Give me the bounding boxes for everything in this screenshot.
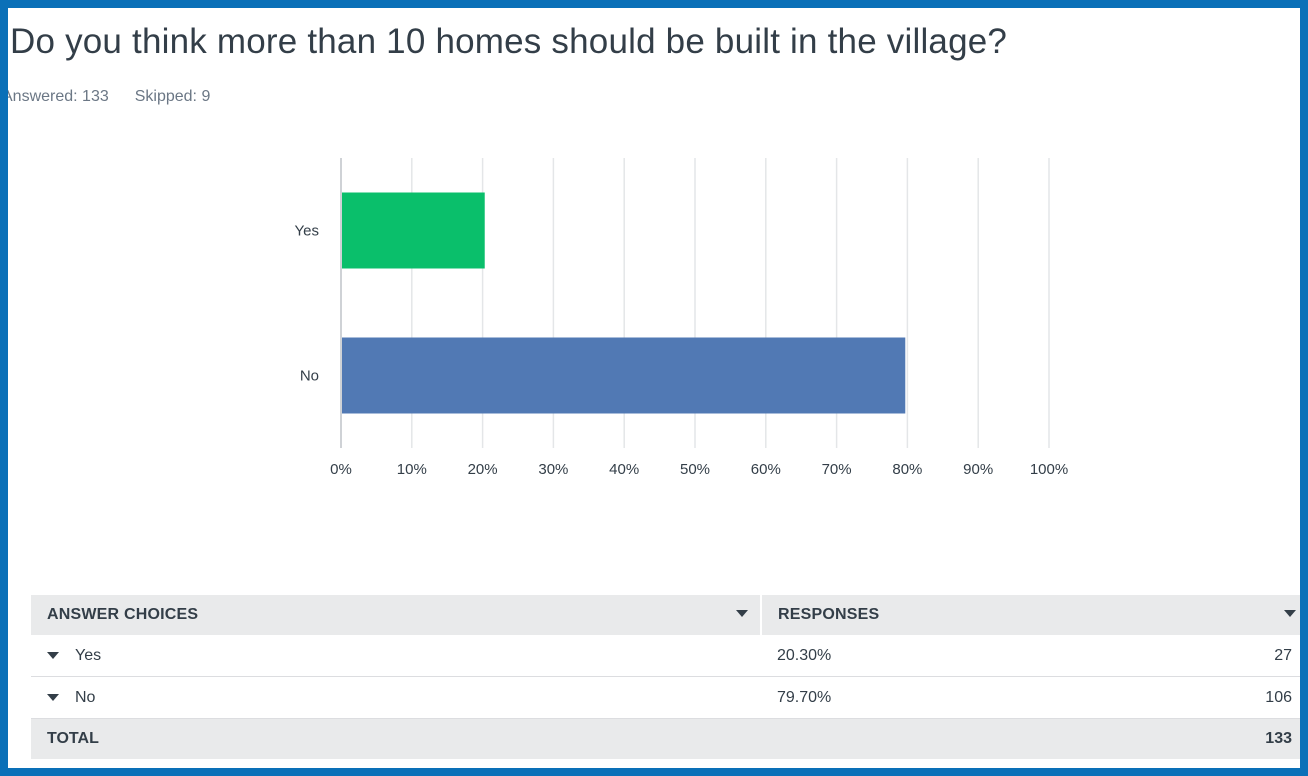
answer-choice-label: Yes <box>75 646 102 664</box>
total-row: TOTAL 133 <box>31 718 1300 759</box>
bar-chart: 0% 10% 20% 30% 40% 50% 60% 70% 80% 90% 100% Yes No <box>295 158 1069 479</box>
x-tick-label: 10% <box>397 461 427 478</box>
chart-labels: 0% 10% 20% 30% 40% 50% 60% 70% 80% 90% 100% Yes No <box>295 223 1069 479</box>
expand-caret-icon[interactable] <box>47 651 59 659</box>
results-table: ANSWER CHOICES RESPONSES Yes 20.30% 27 N… <box>31 595 1300 759</box>
total-label: TOTAL <box>31 718 761 759</box>
x-tick-label: 80% <box>892 461 922 478</box>
skipped-count: Skipped: 9 <box>134 88 211 105</box>
answer-choice-cell[interactable]: Yes <box>31 635 761 677</box>
sort-caret-down-icon[interactable] <box>1284 610 1296 617</box>
table-row: Yes 20.30% 27 <box>31 635 1300 677</box>
answer-choice-cell[interactable]: No <box>31 676 761 719</box>
answer-choices-header-label: ANSWER CHOICES <box>47 606 199 623</box>
x-tick-label: 70% <box>822 461 852 478</box>
bar-no[interactable] <box>342 337 906 414</box>
category-label: Yes <box>295 223 319 240</box>
sort-caret-down-icon[interactable] <box>736 610 748 617</box>
responses-header-label: RESPONSES <box>778 606 880 623</box>
category-label: No <box>300 368 319 385</box>
response-count: 27 <box>1086 635 1300 677</box>
answered-count: Answered: 133 <box>2 88 109 105</box>
x-tick-label: 100% <box>1030 461 1068 478</box>
response-percent: 79.70% <box>761 676 1087 719</box>
x-tick-label: 50% <box>680 461 710 478</box>
x-tick-label: 0% <box>330 461 352 478</box>
x-tick-label: 40% <box>609 461 639 478</box>
response-count: 106 <box>1086 676 1300 719</box>
x-tick-label: 60% <box>751 461 781 478</box>
response-percent: 20.30% <box>761 635 1087 677</box>
bar-yes[interactable] <box>342 192 485 269</box>
total-count: 133 <box>1086 718 1300 759</box>
answer-choices-header[interactable]: ANSWER CHOICES <box>31 595 762 635</box>
responses-header[interactable]: RESPONSES <box>761 595 1300 635</box>
chart-bars <box>342 192 906 414</box>
x-tick-label: 90% <box>963 461 993 478</box>
response-summary: Answered: 133 Skipped: 9 <box>2 88 211 106</box>
x-tick-label: 30% <box>538 461 568 478</box>
answer-choice-label: No <box>75 688 96 706</box>
expand-caret-icon[interactable] <box>47 693 59 701</box>
question-title: Do you think more than 10 homes should b… <box>10 22 1008 61</box>
x-tick-label: 20% <box>468 461 498 478</box>
table-row: No 79.70% 106 <box>31 676 1300 719</box>
